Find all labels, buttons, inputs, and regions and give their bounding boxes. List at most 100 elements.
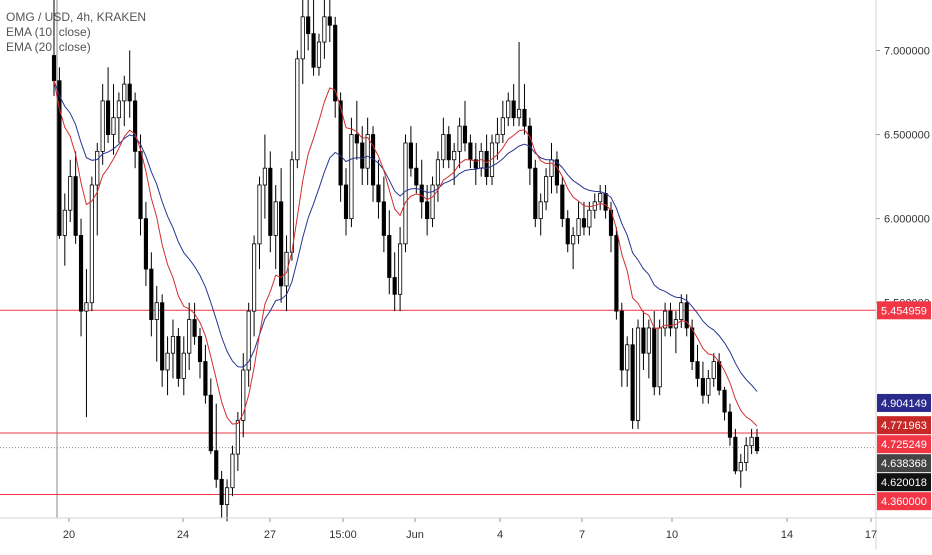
candle-body (733, 436, 738, 472)
candle-body (160, 302, 165, 371)
candle-body (452, 150, 457, 161)
candle-body (587, 209, 592, 228)
candle-body (181, 352, 186, 379)
price-label-box (877, 301, 931, 320)
candle-body (516, 108, 522, 119)
candle-body (662, 310, 668, 329)
candle-body (473, 159, 478, 169)
candle-body (306, 16, 311, 35)
price-label-text: 4.638368 (881, 458, 927, 470)
candle-body (625, 344, 630, 371)
candle-body (73, 176, 78, 236)
x-tick-label: 17 (865, 529, 877, 541)
candle-body (533, 167, 538, 220)
price-label-box (877, 492, 931, 511)
legend-ema-10[interactable]: EMA (10, close) (6, 25, 91, 39)
price-label-box (877, 454, 931, 473)
candle-body (522, 108, 527, 127)
candle-body (392, 277, 397, 295)
price-label-box (877, 416, 931, 435)
candle-body (511, 100, 516, 119)
candle-body (419, 184, 424, 203)
price-label-text: 4.904149 (881, 398, 927, 410)
candle-body (343, 184, 349, 220)
candle-body (495, 134, 500, 144)
candle-body (224, 487, 230, 505)
candle-body (457, 125, 462, 152)
candle-body (414, 167, 419, 186)
candle-body (133, 100, 138, 152)
price-label-box (877, 435, 931, 454)
x-tick-label: 27 (264, 529, 276, 541)
candle-body (295, 58, 300, 161)
candle-body (506, 100, 511, 119)
ema-20-line (53, 80, 758, 392)
candle-body (500, 117, 505, 135)
candle-body (376, 184, 381, 203)
candle-body (598, 193, 603, 203)
y-tick-label: 6.500000 (884, 130, 930, 142)
price-label-text: 4.620018 (881, 477, 927, 489)
candle-body (619, 310, 624, 371)
candle-body (289, 159, 295, 253)
candle-body (78, 235, 84, 312)
candle-body (106, 100, 111, 135)
candle-body (544, 176, 549, 203)
candle-body (100, 100, 105, 152)
candle-body (722, 389, 727, 413)
ema-10-line (53, 80, 758, 427)
candle-body (690, 327, 695, 362)
candle-body (441, 134, 446, 161)
price-label-text: 5.454959 (881, 305, 927, 317)
legend: OMG / USD, 4h, KRAKEN EMA (10, close) EM… (6, 10, 146, 55)
candle-body (170, 335, 176, 354)
x-tick-label: 7 (579, 529, 585, 541)
candle-body (576, 218, 581, 236)
candle-body (365, 134, 370, 169)
candle-body (435, 159, 441, 186)
x-tick-label: 15:00 (329, 529, 357, 541)
candle-body (657, 327, 662, 388)
candle-body (338, 100, 343, 186)
candle-body (754, 436, 760, 452)
candle-body (246, 310, 251, 371)
candle-body (62, 209, 67, 236)
candle-body (603, 193, 608, 211)
candle-body (241, 369, 246, 421)
candle-body (235, 420, 240, 455)
candle-body (565, 218, 570, 245)
legend-ema-20[interactable]: EMA (20, close) (6, 40, 91, 54)
candle-body (408, 142, 413, 169)
candle-body (116, 100, 121, 119)
candle-body (727, 411, 733, 438)
candle-body (403, 142, 408, 245)
candle-body (354, 134, 359, 144)
candle-body (717, 361, 722, 391)
price-labels: 5.454959 4.904149 4.771963 4.725249 4.638368… (877, 301, 931, 511)
candle-body (311, 33, 316, 68)
ema-lines (53, 80, 758, 427)
price-label-text: 4.360000 (881, 496, 927, 508)
candle-body (398, 243, 403, 295)
y-tick-label: 6.000000 (884, 214, 930, 226)
chart-title[interactable]: OMG / USD, 4h, KRAKEN (6, 10, 147, 24)
candles[interactable] (51, 0, 760, 522)
candle-body (652, 327, 657, 388)
candle-body (68, 176, 73, 211)
candle-body (614, 235, 619, 312)
candle-body (387, 235, 392, 278)
horizontal-levels[interactable] (0, 309, 876, 495)
candle-body (322, 16, 327, 43)
candle-body (300, 16, 305, 60)
candle-body (95, 150, 100, 186)
price-label-text: 4.725249 (881, 439, 927, 451)
candle-body (165, 352, 170, 371)
candle-body (695, 361, 700, 379)
x-tick-label: 20 (63, 529, 75, 541)
price-label-box (877, 473, 931, 492)
candle-body (581, 218, 587, 228)
price-label-box (877, 393, 931, 412)
